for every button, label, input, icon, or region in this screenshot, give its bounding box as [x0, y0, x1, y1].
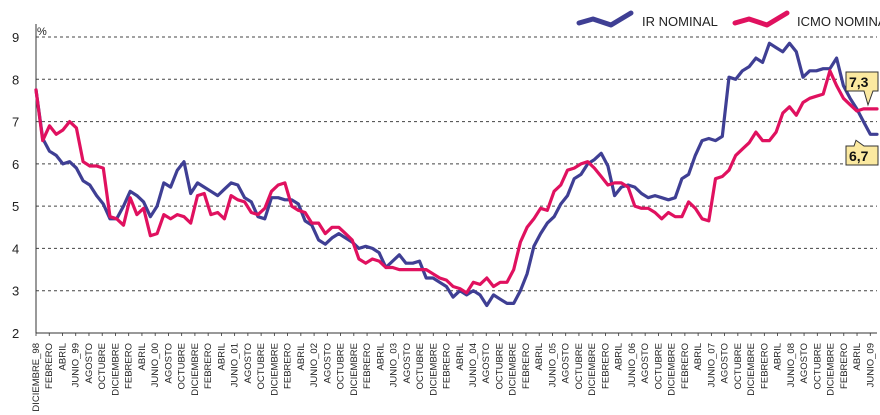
x-tick-label: DICIEMBRE — [508, 343, 519, 396]
series-lines — [34, 41, 879, 308]
callout-label: 7,3 — [849, 74, 869, 90]
x-tick-label: ABRIL — [534, 343, 545, 370]
y-tick-label: 2 — [12, 326, 19, 341]
x-tick-label: JUNIO_06 — [627, 343, 638, 387]
x-tick-label: OCTUBRE — [733, 343, 744, 389]
x-tick-label: FEBRERO — [839, 343, 850, 389]
x-tick-label: ABRIL — [58, 343, 69, 370]
legend-swatch-icmo-nominal — [732, 10, 790, 28]
x-tick-label: FEBRERO — [124, 343, 135, 389]
x-tick-label: ABRIL — [375, 343, 386, 370]
x-tick-label: DICIEMBRE — [190, 343, 201, 396]
x-tick-label: DICIEMBRE — [667, 343, 678, 396]
x-tick-label: OCTUBRE — [495, 343, 506, 389]
x-tick-label: DICIEMBRE — [349, 343, 360, 396]
x-tick-label: OCTUBRE — [336, 343, 347, 389]
x-tick-label: OCTUBRE — [97, 343, 108, 389]
x-tick-label: OCTUBRE — [812, 343, 823, 389]
x-tick-label: OCTUBRE — [177, 343, 188, 389]
x-tick-label: JUNIO_00 — [150, 343, 161, 387]
x-tick-label: JUNIO_03 — [389, 343, 400, 387]
y-tick-label: 9 — [12, 30, 19, 45]
x-tick-label: FEBRERO — [44, 343, 55, 389]
y-tick-label: 8 — [12, 72, 19, 87]
y-tick-label: 5 — [12, 199, 19, 214]
x-tick-label: OCTUBRE — [256, 343, 267, 389]
x-tick-label: ABRIL — [455, 343, 466, 370]
x-tick-label: FEBRERO — [283, 343, 294, 389]
x-tick-label: FEBRERO — [759, 343, 770, 389]
legend: IR NOMINAL ICMO NOMINAL — [576, 10, 880, 29]
x-tick-label: ABRIL — [216, 343, 227, 370]
x-tick-label: DICIEMBRE — [587, 343, 598, 396]
y-tick-label: 6 — [12, 157, 19, 172]
y-tick-label: 3 — [12, 284, 19, 299]
x-tick-label: DICIEMBRE — [428, 343, 439, 396]
y-tick-label: 4 — [12, 241, 19, 256]
callout-label: 6,7 — [849, 148, 869, 164]
x-tick-label: AGOSTO — [481, 343, 492, 383]
x-tick-label: JUNIO_99 — [71, 343, 82, 387]
annotations: 7,3 6,7 — [845, 71, 879, 166]
x-tick-label: JUNIO_07 — [706, 343, 717, 387]
gridlines — [36, 36, 877, 292]
x-tick-label: JUNIO_01 — [230, 343, 241, 387]
x-tick-label: ABRIL — [773, 343, 784, 370]
y-tick-label: 7 — [12, 115, 19, 130]
y-unit-label: % — [37, 26, 47, 38]
x-tick-label: ABRIL — [137, 343, 148, 370]
x-tick-label: ABRIL — [296, 343, 307, 370]
x-tick-label: JUNIO_09 — [865, 343, 876, 387]
x-tick-label: AGOSTO — [84, 343, 95, 383]
legend-swatch-ir-nominal — [576, 10, 634, 28]
callout-box — [845, 139, 879, 166]
x-tick-label: FEBRERO — [442, 343, 453, 389]
x-tick-label: FEBRERO — [521, 343, 532, 389]
x-tick-label: OCTUBRE — [653, 343, 664, 389]
x-tick-label: DICIEMBRE — [826, 343, 837, 396]
x-tick-label: JUNIO_04 — [468, 343, 479, 387]
x-tick-label: AGOSTO — [163, 343, 174, 383]
x-tick-label: DICIEMBRE — [746, 343, 757, 396]
x-tick-label: FEBRERO — [600, 343, 611, 389]
series-line-icmo-nominal — [34, 69, 879, 295]
x-tick-label: AGOSTO — [402, 343, 413, 383]
x-tick-label: FEBRERO — [203, 343, 214, 389]
x-tick-label: OCTUBRE — [574, 343, 585, 389]
x-tick-label: JUNIO_02 — [309, 343, 320, 387]
x-tick-label: DICIEMBRE_98 — [31, 343, 42, 412]
legend-label: IR NOMINAL — [642, 14, 718, 29]
x-tick-label: FEBRERO — [680, 343, 691, 389]
x-tick-label: AGOSTO — [243, 343, 254, 383]
x-tick-label: FEBRERO — [362, 343, 373, 389]
callout-box — [845, 71, 879, 107]
legend-label: ICMO NOMINAL — [797, 14, 880, 29]
x-tick-label: DICIEMBRE — [269, 343, 280, 396]
x-tick-label: AGOSTO — [640, 343, 651, 383]
x-tick-label: AGOSTO — [720, 343, 731, 383]
x-tick-label: ABRIL — [693, 343, 704, 370]
x-tick-label: JUNIO_05 — [548, 343, 559, 387]
x-tick-label: ABRIL — [852, 343, 863, 370]
x-tick-label: ABRIL — [614, 343, 625, 370]
x-tick-label: AGOSTO — [322, 343, 333, 383]
series-line-ir-nominal — [34, 41, 879, 308]
x-tick-label: AGOSTO — [561, 343, 572, 383]
x-tick-label: JUNIO_08 — [786, 343, 797, 387]
x-tick-label: AGOSTO — [799, 343, 810, 383]
x-tick-label: DICIEMBRE — [111, 343, 122, 396]
x-tick-label: OCTUBRE — [415, 343, 426, 389]
